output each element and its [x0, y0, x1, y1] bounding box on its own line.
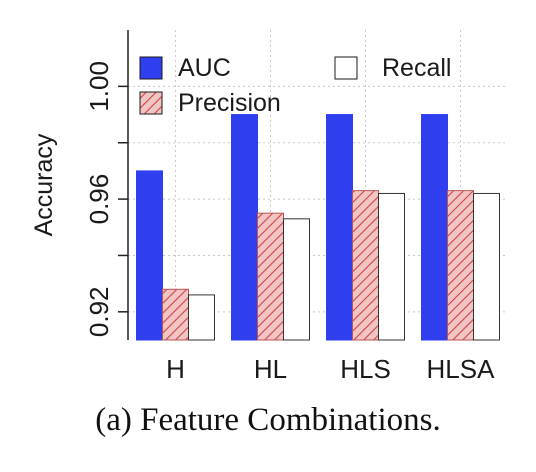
x-tick-label: HLS [340, 354, 391, 384]
legend-swatch-auc [139, 56, 163, 80]
y-tick-label: 1.00 [84, 61, 114, 112]
legend-swatch-recall [334, 56, 358, 80]
y-axis-label: Accuracy [30, 133, 58, 236]
bar-auc-hl [231, 114, 258, 341]
bar-precision-h [162, 288, 189, 341]
x-tick-label: HL [254, 354, 287, 384]
bar-recall-hl [283, 218, 310, 341]
bar-precision-hlsa [447, 190, 474, 341]
bar-precision-hls [352, 190, 379, 341]
bar-auc-h [136, 170, 163, 341]
legend-label-auc: AUC [178, 54, 231, 82]
y-tick-label: 0.92 [84, 287, 114, 338]
x-tick-label: H [166, 354, 185, 384]
figure-caption: (a) Feature Combinations. [95, 402, 441, 438]
bar-auc-hlsa [421, 114, 448, 341]
legend-label-recall: Recall [382, 54, 451, 82]
bar-chart: 0.92 0.96 1.00 H HL HLS HLSA Accuracy AUC Pre… [30, 30, 508, 384]
bar-recall-hlsa [473, 192, 500, 341]
legend: AUC Precision Recall [139, 54, 451, 117]
legend-label-precision: Precision [178, 89, 281, 117]
y-ticks: 0.92 0.96 1.00 [84, 61, 128, 337]
y-tick-label: 0.96 [84, 174, 114, 225]
x-ticks: H HL HLS HLSA [166, 354, 495, 384]
bar-recall-hls [378, 192, 405, 341]
bar-recall-h [188, 294, 215, 341]
bar-auc-hls [326, 114, 353, 341]
bars [136, 114, 500, 341]
x-tick-label: HLSA [427, 354, 496, 384]
bar-precision-hl [257, 212, 284, 341]
legend-swatch-precision [139, 91, 163, 115]
